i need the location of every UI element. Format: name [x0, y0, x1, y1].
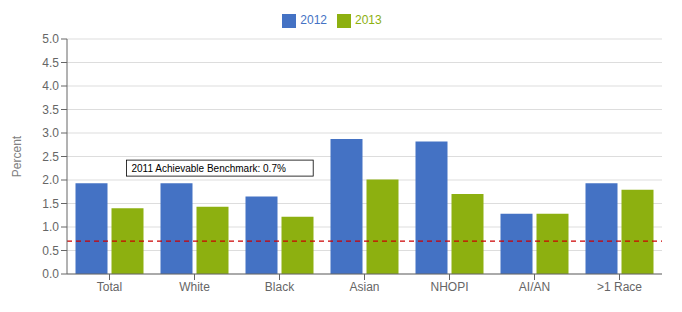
- svg-text:NHOPI: NHOPI: [430, 280, 468, 294]
- svg-text:4.5: 4.5: [42, 56, 59, 70]
- svg-text:AI/AN: AI/AN: [519, 280, 550, 294]
- svg-text:2.5: 2.5: [42, 150, 59, 164]
- svg-text:Total: Total: [97, 280, 122, 294]
- svg-text:Percent: Percent: [10, 135, 24, 177]
- svg-text:>1 Race: >1 Race: [597, 280, 642, 294]
- svg-text:Asian: Asian: [349, 280, 379, 294]
- html-text:2013: 2013: [355, 13, 382, 27]
- svg-text:White: White: [179, 280, 210, 294]
- svg-text:Black: Black: [265, 280, 295, 294]
- html-text:2012: 2012: [300, 13, 327, 27]
- svg-text:5.0: 5.0: [42, 32, 59, 46]
- svg-text:1.0: 1.0: [42, 220, 59, 234]
- svg-text:0.0: 0.0: [42, 267, 59, 281]
- svg-text:3.5: 3.5: [42, 103, 59, 117]
- svg-text:2011 Achievable Benchmark: 0.7: 2011 Achievable Benchmark: 0.7%: [132, 163, 286, 174]
- svg-text:2.0: 2.0: [42, 173, 59, 187]
- svg-text:0.5: 0.5: [42, 244, 59, 258]
- svg-text:1.5: 1.5: [42, 197, 59, 211]
- svg-text:4.0: 4.0: [42, 79, 59, 93]
- svg-text:3.0: 3.0: [42, 126, 59, 140]
